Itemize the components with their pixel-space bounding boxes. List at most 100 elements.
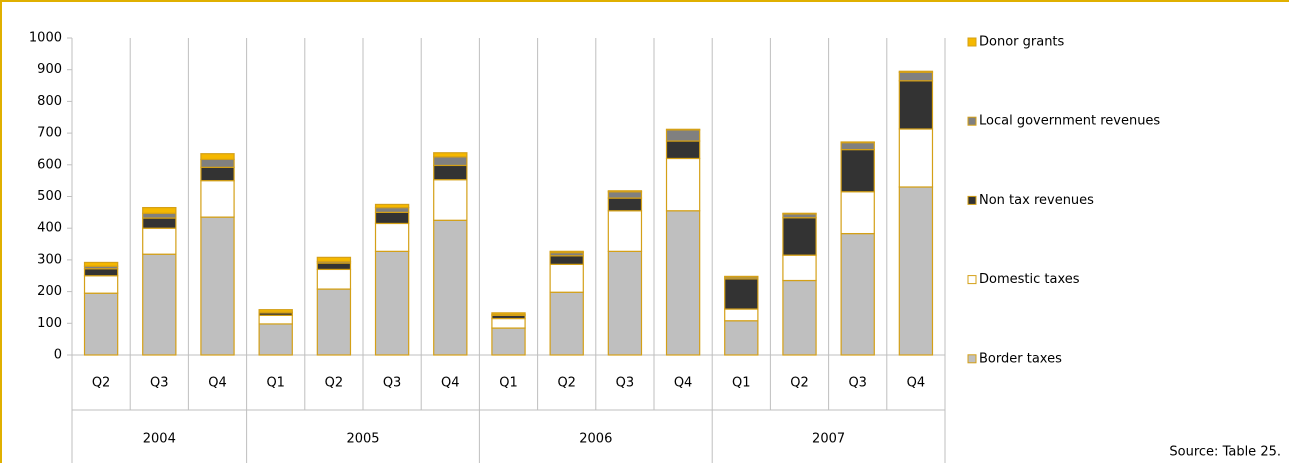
bar-segment: [433, 156, 468, 167]
bar-segment: [316, 268, 352, 290]
bar-segment: [665, 140, 701, 160]
bar-segment: [83, 292, 119, 356]
bar-segment: [782, 254, 817, 282]
bar-segment: [840, 148, 875, 193]
x-tick-label: Q3: [383, 376, 402, 391]
y-tick-label: 600: [37, 157, 62, 172]
bar-segment: [258, 309, 293, 313]
x-tick-label: Q4: [907, 376, 926, 391]
bar-segment: [549, 291, 584, 356]
legend-label: Donor grants: [979, 35, 1065, 50]
legend-label: Local government revenues: [979, 114, 1160, 129]
legend-swatch: [967, 116, 977, 126]
group-label: 2004: [143, 432, 176, 447]
bar-segment: [724, 278, 759, 310]
bar-segment: [665, 210, 701, 356]
bar-segment: [200, 166, 235, 182]
bar-segment: [840, 232, 875, 356]
x-tick-label: Q3: [848, 376, 867, 391]
x-tick-label: Q4: [208, 376, 227, 391]
bar-segment: [200, 216, 235, 356]
bar-segment: [665, 128, 701, 131]
y-tick-label: 900: [37, 62, 62, 77]
bar-segment: [840, 141, 875, 144]
bar-segment: [782, 279, 817, 356]
bar-segment: [491, 312, 526, 316]
x-tick-label: Q4: [441, 376, 460, 391]
x-tick-label: Q1: [732, 376, 751, 391]
legend-swatch: [967, 37, 977, 47]
bar-segment: [433, 152, 468, 158]
bar-segment: [840, 191, 875, 235]
y-tick-label: 800: [37, 94, 62, 109]
bar-segment: [549, 263, 584, 293]
legend-swatch: [967, 354, 977, 364]
bar-segment: [491, 317, 526, 329]
bar-segment: [374, 206, 410, 213]
group-label: 2005: [346, 432, 379, 447]
bar-segment: [898, 128, 934, 188]
bar-segment: [898, 71, 934, 82]
bar-segment: [898, 80, 934, 130]
bar-segment: [491, 327, 526, 356]
x-tick-label: Q3: [616, 376, 635, 391]
bar-segment: [607, 210, 643, 252]
legend-label: Border taxes: [979, 351, 1062, 366]
bar-segment: [374, 250, 410, 356]
x-tick-label: Q2: [325, 376, 344, 391]
y-tick-label: 1000: [29, 31, 62, 46]
bar-segment: [433, 219, 468, 356]
bar-segment: [607, 191, 643, 199]
bar-segment: [665, 129, 701, 142]
y-tick-label: 100: [37, 316, 62, 331]
bar-segment: [200, 158, 235, 168]
x-tick-label: Q1: [499, 376, 518, 391]
y-tick-label: 500: [37, 189, 62, 204]
bar-segment: [724, 275, 759, 278]
bar-segment: [258, 314, 293, 325]
bar-segment: [316, 262, 352, 271]
bar-segment: [782, 212, 817, 215]
legend-label: Non tax revenues: [979, 193, 1094, 208]
bar-segment: [724, 320, 759, 356]
source-note: Source: Table 25.: [1169, 445, 1281, 460]
bar-segment: [374, 211, 410, 225]
bar-segment: [607, 197, 643, 212]
legend-label: Domestic taxes: [979, 272, 1080, 287]
x-tick-label: Q2: [790, 376, 809, 391]
bar-segment: [724, 308, 759, 322]
bar-segment: [200, 153, 235, 161]
bar-segment: [607, 190, 643, 193]
x-tick-label: Q2: [557, 376, 576, 391]
bar-segment: [898, 186, 934, 356]
bar-segment: [316, 288, 352, 356]
bar-segment: [142, 253, 177, 356]
legend-swatch: [967, 275, 977, 285]
bar-segment: [898, 70, 934, 73]
x-tick-label: Q3: [150, 376, 169, 391]
bar-segment: [142, 227, 177, 255]
y-tick-label: 400: [37, 221, 62, 236]
bar-segment: [549, 255, 584, 265]
y-tick-label: 0: [54, 348, 62, 363]
x-tick-label: Q2: [92, 376, 111, 391]
group-label: 2007: [812, 432, 845, 447]
x-tick-label: Q1: [266, 376, 285, 391]
bar-segment: [258, 323, 293, 356]
bar-segment: [433, 179, 468, 221]
bar-segment: [840, 142, 875, 151]
bar-segment: [83, 261, 119, 267]
y-tick-label: 700: [37, 126, 62, 141]
bar-segment: [665, 157, 701, 212]
x-tick-label: Q4: [674, 376, 693, 391]
bar-segment: [316, 256, 352, 263]
bar-segment: [200, 180, 235, 218]
bar-segment: [549, 250, 584, 254]
bar-segment: [374, 203, 410, 209]
bar-segment: [782, 217, 817, 256]
y-tick-label: 300: [37, 252, 62, 267]
y-tick-label: 200: [37, 284, 62, 299]
bar-segment: [433, 164, 468, 181]
bar-segment: [142, 206, 177, 214]
